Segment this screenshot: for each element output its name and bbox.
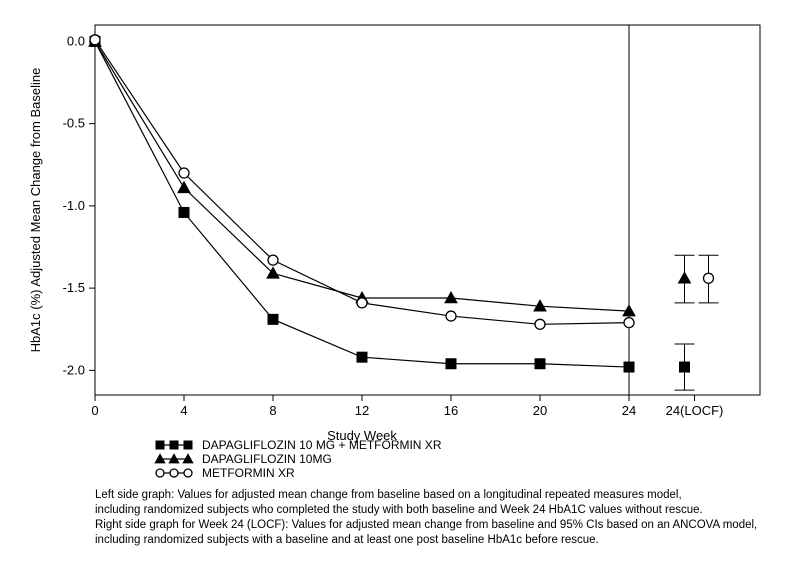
x-tick-label: 0: [91, 403, 98, 418]
marker-circle: [704, 273, 714, 283]
y-tick-label: -1.0: [63, 198, 85, 213]
marker-circle: [357, 298, 367, 308]
marker-circle: [268, 255, 278, 265]
marker-square: [680, 362, 690, 372]
marker-circle: [156, 469, 164, 477]
marker-triangle: [679, 272, 691, 283]
marker-square: [624, 362, 634, 372]
legend-label: DAPAGLIFLOZIN 10MG: [202, 452, 332, 466]
x-tick-label: 20: [533, 403, 547, 418]
marker-square: [535, 359, 545, 369]
marker-square: [184, 441, 192, 449]
marker-square: [268, 314, 278, 324]
line-chart-svg: 0.0-0.5-1.0-1.5-2.00481216202424(LOCF)St…: [0, 0, 800, 569]
marker-circle: [624, 318, 634, 328]
marker-square: [179, 207, 189, 217]
footnote-line: Right side graph for Week 24 (LOCF): Val…: [95, 519, 757, 531]
marker-circle: [179, 168, 189, 178]
series-line: [95, 41, 629, 367]
y-tick-label: -2.0: [63, 362, 85, 377]
locf-tick-label: 24(LOCF): [666, 403, 724, 418]
x-tick-label: 24: [622, 403, 636, 418]
plot-frame-locf: [629, 25, 760, 395]
legend-label: DAPAGLIFLOZIN 10 MG + METFORMIN XR: [202, 438, 442, 452]
legend-label: METFORMIN XR: [202, 466, 295, 480]
x-tick-label: 16: [444, 403, 458, 418]
marker-circle: [535, 319, 545, 329]
y-axis-label: HbA1c (%) Adjusted Mean Change from Base…: [28, 68, 43, 353]
marker-square: [170, 441, 178, 449]
footnote-line: Left side graph: Values for adjusted mea…: [95, 489, 682, 501]
footnote-line: including randomized subjects with a bas…: [95, 534, 599, 546]
series-line: [95, 41, 629, 311]
y-tick-label: 0.0: [67, 33, 85, 48]
y-tick-label: -0.5: [63, 116, 85, 131]
marker-circle: [90, 35, 100, 45]
chart-container: 0.0-0.5-1.0-1.5-2.00481216202424(LOCF)St…: [0, 0, 800, 569]
marker-circle: [170, 469, 178, 477]
marker-circle: [184, 469, 192, 477]
x-tick-label: 4: [180, 403, 187, 418]
marker-circle: [446, 311, 456, 321]
marker-square: [446, 359, 456, 369]
series-line: [95, 40, 629, 324]
x-tick-label: 8: [269, 403, 276, 418]
footnote-line: including randomized subjects who comple…: [95, 504, 703, 516]
marker-square: [357, 352, 367, 362]
marker-square: [156, 441, 164, 449]
y-tick-label: -1.5: [63, 280, 85, 295]
marker-triangle: [178, 182, 190, 193]
x-tick-label: 12: [355, 403, 369, 418]
plot-frame-main: [95, 25, 629, 395]
